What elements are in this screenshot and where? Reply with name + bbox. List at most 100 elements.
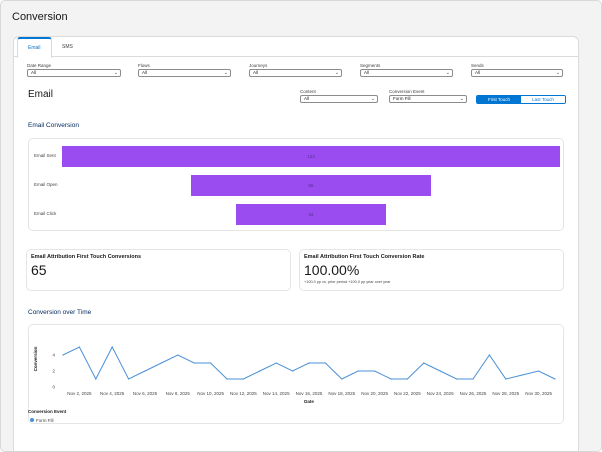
chart-box: Conversion 0 2 4 Nov 2, 2025 Nov 4, 2025 Nov 6… xyxy=(28,324,564,424)
funnel-title: Email Conversion xyxy=(28,122,79,129)
conversion-event-value: Form Fill xyxy=(393,96,411,101)
conversion-event-select[interactable]: Form Fill ⌄ xyxy=(389,95,467,103)
filter-journeys-label: Journeys xyxy=(249,63,268,68)
funnel-value-sent: 123 xyxy=(307,154,315,159)
first-touch-button[interactable]: First Touch xyxy=(477,96,521,103)
filter-segments-select[interactable]: All ⌄ xyxy=(360,69,453,77)
legend-swatch-icon xyxy=(30,418,34,422)
y-tick-label: 4 xyxy=(52,353,55,358)
data-point xyxy=(538,370,540,372)
data-point xyxy=(472,378,474,380)
data-point xyxy=(128,378,130,380)
filter-segments-value: All xyxy=(364,70,370,75)
content-select[interactable]: All ⌄ xyxy=(300,95,378,103)
filter-flows-value: All xyxy=(142,70,148,75)
data-point xyxy=(488,354,490,356)
data-point xyxy=(62,354,64,356)
filter-sends-select[interactable]: All ⌄ xyxy=(471,69,563,77)
chevron-down-icon: ⌄ xyxy=(555,70,560,76)
data-point xyxy=(210,362,212,364)
data-point xyxy=(324,362,326,364)
filter-journeys-select[interactable]: All ⌄ xyxy=(249,69,342,77)
content-value: All xyxy=(304,96,310,101)
chevron-down-icon: ⌄ xyxy=(113,70,118,76)
x-tick-label: Nov 10, 2025 xyxy=(197,391,224,396)
data-point xyxy=(242,378,244,380)
data-point xyxy=(95,378,97,380)
filter-flows-select[interactable]: All ⌄ xyxy=(138,69,231,77)
tab-sms[interactable]: SMS xyxy=(62,44,73,50)
kpi-value-conversions: 65 xyxy=(31,262,47,278)
filter-flows-label: Flows xyxy=(138,63,150,68)
x-tick-label: Nov 16, 2025 xyxy=(296,391,323,396)
conversion-card: Email SMS Date Range All ⌄ Flows All ⌄ Jou… xyxy=(13,36,579,451)
data-point xyxy=(390,378,392,380)
data-point xyxy=(292,370,294,372)
filter-date-range-label: Date Range xyxy=(27,63,52,68)
x-tick-label: Nov 28, 2025 xyxy=(492,391,519,396)
data-point xyxy=(505,378,507,380)
kpi-card-conversions: Email Attribution First Touch Conversion… xyxy=(26,249,291,291)
funnel-label-click: Email Click xyxy=(34,211,57,216)
data-point xyxy=(78,346,80,348)
filter-sends-label: Sends xyxy=(471,63,484,68)
kpi-card-rate: Email Attribution First Touch Conversion… xyxy=(299,249,564,291)
chart-title: Conversion over Time xyxy=(28,309,92,316)
chevron-down-icon: ⌄ xyxy=(334,70,339,76)
x-tick-label: Nov 4, 2025 xyxy=(100,391,125,396)
y-tick-label: 0 xyxy=(52,385,55,390)
filter-journeys-value: All xyxy=(253,70,259,75)
chevron-down-icon: ⌄ xyxy=(223,70,228,76)
conversion-event-label: Conversion Event xyxy=(389,89,425,94)
conversion-line-chart: Conversion 0 2 4 Nov 2, 2025 Nov 4, 2025 Nov 6… xyxy=(33,345,556,404)
kpi-sub-rate: +100.0 pp vs. prior period +100.0 pp yea… xyxy=(304,280,391,284)
y-tick-label: 2 xyxy=(52,369,55,374)
data-point xyxy=(226,378,228,380)
legend-title: Conversion Event xyxy=(28,409,67,414)
chevron-down-icon: ⌄ xyxy=(459,96,464,102)
tab-bar: Email SMS xyxy=(14,37,578,58)
y-axis-label: Conversion xyxy=(33,346,38,371)
funnel-bar-open: 55 xyxy=(191,175,431,196)
tab-email[interactable]: Email xyxy=(17,37,52,58)
filter-date-range-value: All xyxy=(31,70,37,75)
x-tick-label: Nov 14, 2025 xyxy=(263,391,290,396)
data-point xyxy=(177,354,179,356)
x-tick-label: Nov 2, 2025 xyxy=(67,391,92,396)
filter-segments-label: Segments xyxy=(360,63,381,68)
x-tick-label: Nov 24, 2025 xyxy=(427,391,454,396)
x-tick-label: Nov 6, 2025 xyxy=(133,391,158,396)
funnel-bar-click: 34 xyxy=(236,204,386,225)
x-tick-label: Nov 22, 2025 xyxy=(394,391,421,396)
data-point xyxy=(554,378,556,380)
data-point xyxy=(357,370,359,372)
content-label: Content xyxy=(300,89,316,94)
x-tick-label: Nov 20, 2025 xyxy=(361,391,388,396)
data-point xyxy=(423,362,425,364)
touch-toggle: First Touch Last Touch xyxy=(476,95,566,104)
legend-label: Form Fill xyxy=(36,417,54,423)
data-point xyxy=(439,370,441,372)
x-axis-label: Date xyxy=(304,399,314,404)
funnel-bar-sent: 123 xyxy=(62,146,560,167)
funnel-value-open: 55 xyxy=(308,183,314,188)
x-tick-label: Nov 30, 2025 xyxy=(525,391,552,396)
data-point xyxy=(521,374,523,376)
data-point xyxy=(193,362,195,364)
x-tick-label: Nov 12, 2025 xyxy=(230,391,257,396)
x-tick-label: Nov 8, 2025 xyxy=(166,391,191,396)
last-touch-button[interactable]: Last Touch xyxy=(521,96,565,103)
legend-item[interactable]: Form Fill xyxy=(30,417,54,423)
kpi-title-rate: Email Attribution First Touch Conversion… xyxy=(304,254,425,260)
data-point xyxy=(456,378,458,380)
funnel-label-sent: Email Sent xyxy=(34,153,56,158)
funnel-box: Email Sent 123 Email Open 55 Email Click… xyxy=(28,138,564,231)
filter-date-range-select[interactable]: All ⌄ xyxy=(27,69,121,77)
data-point xyxy=(374,370,376,372)
chevron-down-icon: ⌄ xyxy=(445,70,450,76)
kpi-value-rate: 100.00% xyxy=(304,262,360,278)
chevron-down-icon: ⌄ xyxy=(370,96,375,102)
funnel-label-open: Email Open xyxy=(34,182,58,187)
data-point xyxy=(308,362,310,364)
